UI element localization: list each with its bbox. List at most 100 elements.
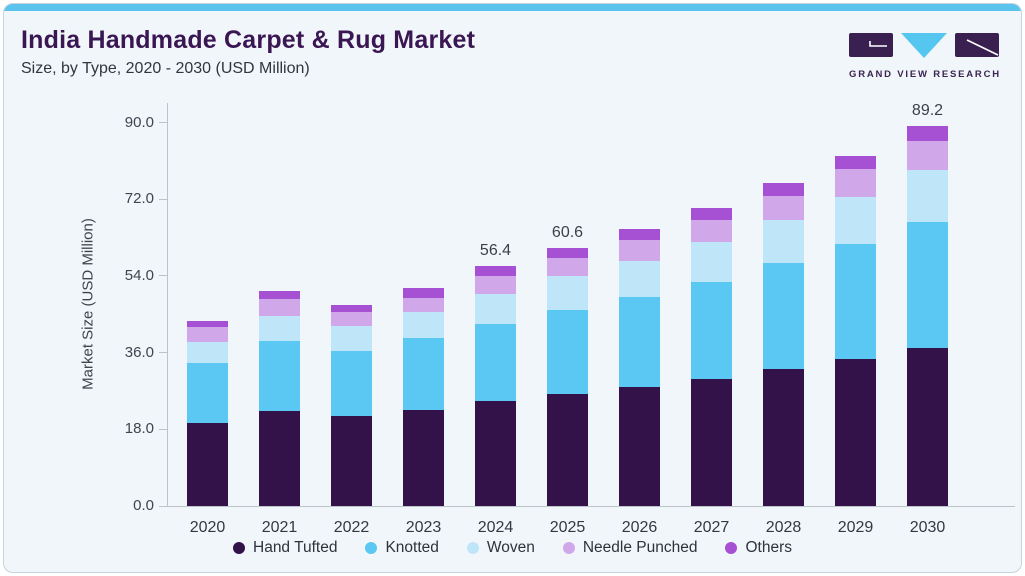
x-tick-label-2022: 2022 bbox=[333, 519, 370, 536]
x-tick-label-2020: 2020 bbox=[189, 519, 226, 536]
segment-2021-knotted bbox=[259, 340, 300, 411]
segment-2023-woven bbox=[403, 312, 444, 339]
x-tick-label-2024: 2024 bbox=[477, 519, 514, 536]
segment-2025-woven bbox=[547, 276, 588, 311]
bar-stack-2024 bbox=[475, 265, 516, 506]
y-tick-label-0: 0.0 bbox=[133, 497, 154, 514]
bar-stack-2020 bbox=[187, 321, 228, 506]
segment-2030-knotted bbox=[907, 222, 948, 348]
bar-2025: 60.6 2025 bbox=[547, 223, 588, 536]
segment-2025-others bbox=[547, 247, 588, 258]
segment-2024-woven bbox=[475, 293, 516, 324]
bar-stack-2029 bbox=[835, 155, 876, 506]
segment-2027-woven bbox=[691, 242, 732, 283]
y-tick-label-18: 18.0 bbox=[124, 420, 154, 438]
segment-2029-knotted bbox=[835, 244, 876, 359]
bar-stack-2028 bbox=[763, 183, 804, 506]
segment-2028-hand-tufted bbox=[763, 368, 804, 506]
x-tick-label-2023: 2023 bbox=[405, 519, 442, 536]
segment-2030-others bbox=[907, 126, 948, 141]
x-tick-label-2026: 2026 bbox=[621, 519, 658, 536]
y-tick-mark-72 bbox=[159, 198, 167, 200]
y-tick-mark-54 bbox=[159, 275, 167, 277]
segment-2022-knotted bbox=[331, 350, 372, 417]
segment-2026-needle-punched bbox=[619, 239, 660, 261]
y-axis-title: Market Size (USD Million) bbox=[79, 218, 97, 390]
y-tick-label-72: 72.0 bbox=[124, 190, 154, 208]
legend-label-knotted: Knotted bbox=[385, 539, 439, 556]
legend-item-woven: Woven bbox=[466, 539, 535, 557]
segment-2026-hand-tufted bbox=[619, 386, 660, 506]
bar-stack-2025 bbox=[547, 247, 588, 506]
legend-marker-hand-tufted-icon bbox=[233, 542, 245, 554]
segment-2024-others bbox=[475, 265, 516, 277]
segment-2020-knotted bbox=[187, 362, 228, 423]
bar-2023: 2023 bbox=[403, 287, 444, 536]
segment-2029-hand-tufted bbox=[835, 358, 876, 506]
y-tick-mark-36 bbox=[159, 352, 167, 354]
segment-2022-hand-tufted bbox=[331, 416, 372, 506]
segment-2022-others bbox=[331, 304, 372, 312]
segment-2029-needle-punched bbox=[835, 169, 876, 197]
x-tick-label-2021: 2021 bbox=[261, 519, 298, 536]
bar-stack-2027 bbox=[691, 207, 732, 506]
x-tick-label-2028: 2028 bbox=[765, 519, 802, 536]
legend-marker-needle-punched-icon bbox=[562, 542, 575, 554]
segment-2021-others bbox=[259, 291, 300, 299]
segment-2025-knotted bbox=[547, 310, 588, 395]
y-tick-label-90: 90.0 bbox=[124, 113, 154, 131]
x-tick-label-2027: 2027 bbox=[693, 519, 730, 536]
y-tick-label-36: 36.0 bbox=[124, 343, 154, 361]
stacked-bar-chart: Market Size (USD Million) 0.0 18.0 36.0 54.… bbox=[4, 4, 1021, 572]
legend-item-hand-tufted: Hand Tufted bbox=[233, 539, 337, 557]
segment-2030-hand-tufted bbox=[907, 348, 948, 506]
bar-2021: 2021 bbox=[259, 291, 300, 536]
segment-2020-hand-tufted bbox=[187, 422, 228, 506]
bar-total-label-2025: 60.6 bbox=[551, 223, 584, 241]
segment-2028-others bbox=[763, 183, 804, 196]
segment-2021-hand-tufted bbox=[259, 410, 300, 506]
segment-2022-needle-punched bbox=[331, 311, 372, 326]
bar-2024: 56.4 2024 bbox=[475, 241, 516, 536]
y-axis-line bbox=[167, 103, 168, 506]
bar-stack-2026 bbox=[619, 228, 660, 506]
legend-item-knotted: Knotted bbox=[365, 539, 439, 557]
segment-2021-woven bbox=[259, 315, 300, 341]
segment-2021-needle-punched bbox=[259, 298, 300, 316]
bar-stack-2022 bbox=[331, 304, 372, 506]
x-tick-label-2030: 2030 bbox=[909, 519, 946, 536]
segment-2030-needle-punched bbox=[907, 140, 948, 170]
legend-label-hand-tufted: Hand Tufted bbox=[253, 539, 338, 556]
brand-name: GRAND VIEW RESEARCH bbox=[849, 69, 1001, 80]
bar-total-label-2030: 89.2 bbox=[911, 102, 944, 120]
segment-2029-woven bbox=[835, 196, 876, 245]
bar-2022: 2022 bbox=[331, 304, 372, 536]
bar-total-label-2024: 56.4 bbox=[479, 241, 512, 259]
segment-2026-woven bbox=[619, 260, 660, 297]
legend-label-needle-punched: Needle Punched bbox=[582, 539, 698, 556]
segment-2023-others bbox=[403, 287, 444, 298]
bar-stack-2023 bbox=[403, 287, 444, 506]
segment-2025-hand-tufted bbox=[547, 394, 588, 506]
bar-stack-2021 bbox=[259, 291, 300, 506]
y-tick-mark-0 bbox=[159, 505, 167, 507]
legend: Hand Tufted Knotted Woven Needle Punched Oth… bbox=[4, 539, 1021, 557]
gvr-logo-icon bbox=[849, 33, 999, 58]
bar-2029: 2029 bbox=[835, 155, 876, 536]
chart-header: India Handmade Carpet & Rug Market Size,… bbox=[21, 26, 475, 78]
segment-2024-hand-tufted bbox=[475, 401, 516, 506]
bar-2030: 89.2 2030 bbox=[907, 102, 948, 536]
segment-2027-hand-tufted bbox=[691, 379, 732, 506]
card-top-accent-bar bbox=[4, 4, 1021, 11]
segment-2020-woven bbox=[187, 342, 228, 363]
segment-2028-needle-punched bbox=[763, 195, 804, 221]
infographic-card: India Handmade Carpet & Rug Market Size,… bbox=[3, 3, 1022, 573]
segment-2023-hand-tufted bbox=[403, 409, 444, 506]
segment-2024-knotted bbox=[475, 323, 516, 402]
segment-2025-needle-punched bbox=[547, 257, 588, 277]
segment-2028-woven bbox=[763, 220, 804, 263]
segment-2027-others bbox=[691, 207, 732, 221]
segment-2020-others bbox=[187, 321, 228, 328]
bar-2020: 2020 bbox=[187, 321, 228, 536]
segment-2024-needle-punched bbox=[475, 276, 516, 294]
